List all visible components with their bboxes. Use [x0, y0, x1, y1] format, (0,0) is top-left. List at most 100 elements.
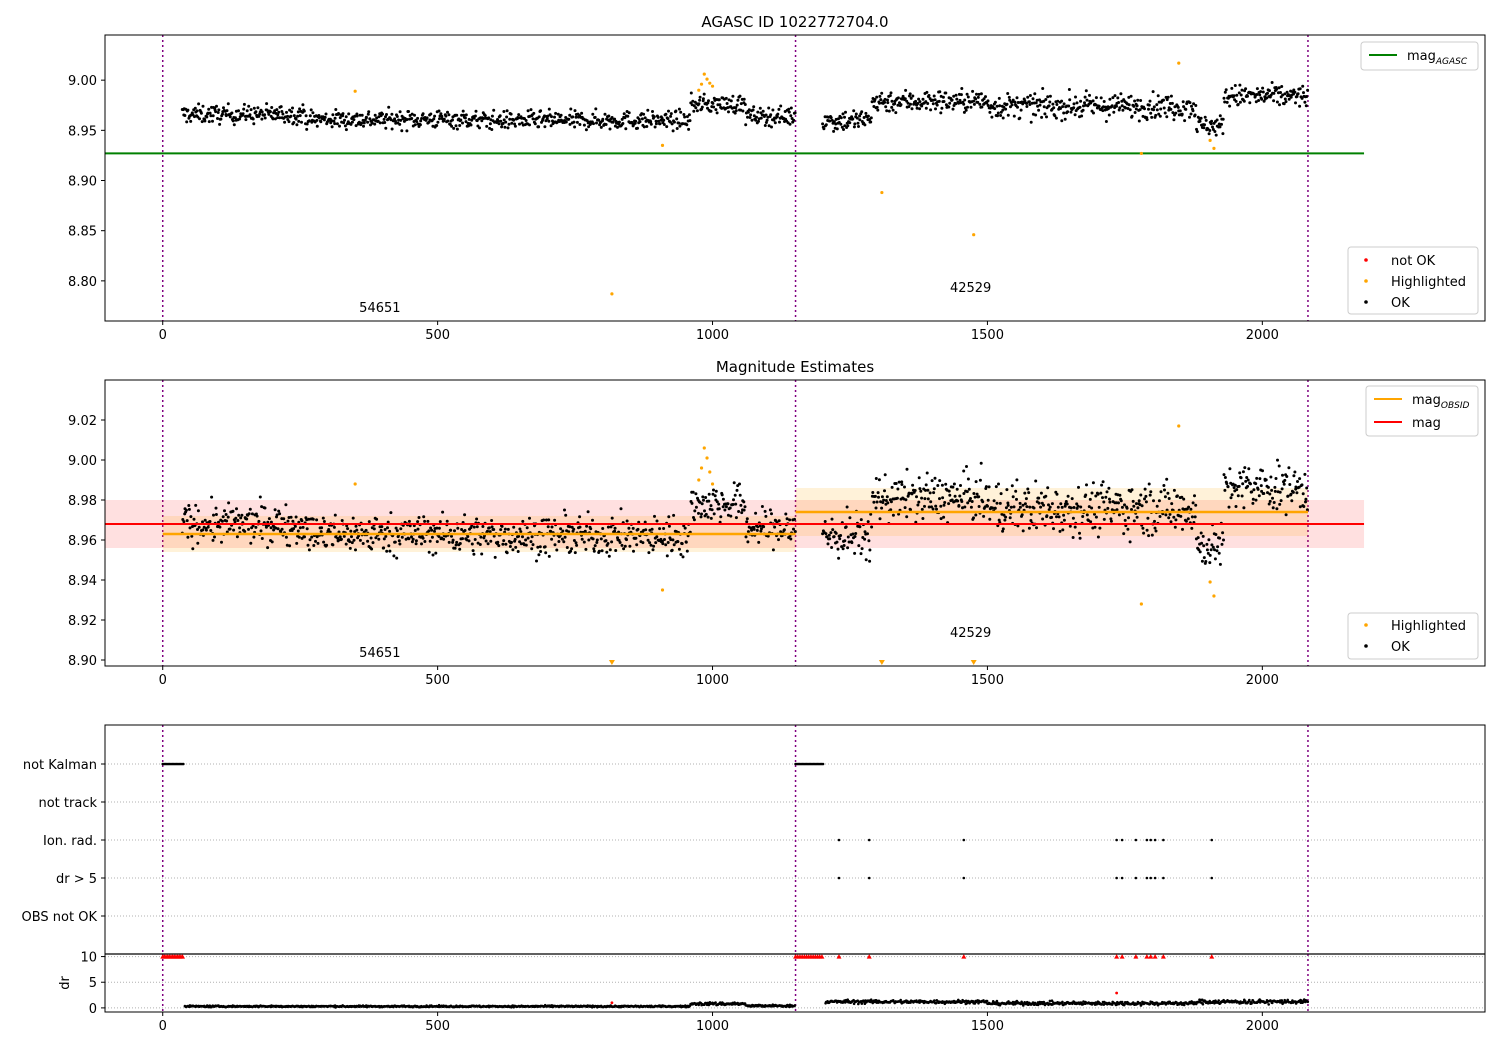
top-ok-point	[915, 106, 919, 110]
mid-ok-point	[511, 548, 515, 552]
mid-ok-point	[370, 547, 374, 551]
top-ok-point	[651, 110, 654, 113]
top-ok-point	[1285, 90, 1289, 94]
mid-ok-point	[920, 507, 924, 511]
top-ok-point	[398, 110, 402, 114]
top-ok-point	[1063, 117, 1067, 121]
mid-ok-point	[434, 551, 438, 555]
mid-ok-point	[1066, 494, 1070, 498]
top-ok-point	[601, 117, 605, 121]
top-ok-point	[496, 119, 500, 123]
mid-ok-point	[939, 504, 943, 508]
mid-ok-point	[958, 494, 962, 498]
top-ok-point	[607, 114, 611, 118]
top-ok-point	[918, 107, 922, 111]
dr-ok-point	[1122, 1003, 1126, 1007]
mid-ok-point	[414, 539, 418, 543]
mid-ok-point	[351, 516, 355, 520]
top-ok-point	[413, 123, 417, 127]
mid-ok-point	[1091, 481, 1095, 485]
mid-ok-point	[460, 528, 464, 531]
top-ok-point	[286, 114, 290, 118]
mid-ok-point	[1096, 492, 1100, 496]
mid-ok-point	[482, 536, 486, 540]
mid-ok-point	[521, 519, 525, 523]
top-ok-point	[298, 107, 302, 111]
mid-ok-point	[1241, 470, 1245, 474]
mid-ok-point	[609, 525, 613, 529]
mid-ok-point	[732, 498, 735, 502]
mid-ok-point	[1065, 502, 1069, 506]
mid-ok-point	[316, 541, 320, 545]
top-ok-point	[373, 113, 377, 117]
mid-ok-point	[1001, 527, 1005, 531]
top-ok-point	[1176, 105, 1180, 109]
top-ok-point	[744, 123, 748, 127]
top-ok-point	[1222, 96, 1226, 100]
top-ok-point	[748, 116, 752, 119]
top-ok-point	[698, 98, 702, 102]
mid-ok-point	[704, 496, 708, 499]
mid-ok-point	[472, 552, 476, 556]
top-ok-point	[415, 120, 419, 123]
top-ok-point	[879, 98, 883, 102]
mid-ok-point	[361, 542, 365, 545]
mid-ok-point	[1094, 494, 1098, 498]
top-ok-point	[332, 119, 336, 123]
mid-ok-point	[734, 502, 738, 506]
top-ok-point	[292, 121, 296, 124]
mid-ok-point	[662, 527, 666, 530]
mid-ok-point	[1220, 542, 1224, 546]
mid-ok-point	[1018, 501, 1022, 505]
top-ok-point	[876, 108, 880, 112]
mid-ok-point	[1059, 502, 1063, 506]
top-ok-point	[503, 125, 507, 129]
top-ok-point	[1033, 92, 1037, 96]
top-ok-point	[1188, 115, 1191, 119]
mid-ok-point	[1244, 479, 1248, 483]
mid-ok-point	[864, 558, 868, 562]
mid-ok-point	[1175, 494, 1179, 498]
mid-ok-point	[423, 519, 427, 523]
top-ok-point	[203, 119, 207, 123]
top-ok-point	[755, 115, 758, 119]
top-ok-point	[1062, 111, 1066, 115]
mid-ok-point	[651, 548, 655, 552]
mid-ok-point	[1227, 505, 1231, 509]
mid-ok-point	[1061, 528, 1065, 532]
mid-ok-point	[1078, 536, 1082, 540]
mid-ok-point	[1273, 489, 1277, 493]
mid-ok-point	[476, 541, 480, 545]
mid-ok-point	[836, 547, 840, 551]
top-ok-point	[729, 99, 733, 103]
top-ok-point	[568, 113, 572, 117]
top-ok-point	[965, 92, 969, 96]
top-ok-point	[516, 116, 520, 119]
top-ok-point	[499, 119, 503, 123]
mid-ok-point	[885, 495, 889, 499]
top-ok-point	[247, 104, 251, 108]
top-ok-point	[1198, 119, 1202, 123]
mid-ok-point	[771, 548, 775, 552]
mid-ok-point	[1246, 484, 1250, 488]
mid-ok-point	[1222, 538, 1225, 542]
top-ok-point	[1242, 99, 1246, 103]
top-ok-point	[405, 118, 409, 121]
mid-ok-point	[398, 542, 402, 546]
mid-ok-point	[531, 543, 535, 547]
top-ok-point	[1195, 130, 1199, 134]
top-ok-point	[944, 91, 948, 95]
top-ok-point	[893, 102, 897, 106]
mid-ok-point	[1251, 497, 1255, 501]
mid-ok-point	[1011, 495, 1015, 499]
top-ok-point	[1199, 116, 1203, 120]
mid-ok-point	[1068, 524, 1072, 528]
top-ok-point	[989, 106, 992, 110]
mid-ok-point	[760, 527, 763, 531]
top-ok-point	[1296, 92, 1300, 96]
mid-ok-point	[1099, 491, 1103, 495]
mid-ok-point	[746, 530, 750, 534]
mid-ok-point	[573, 551, 577, 555]
mid-ok-point	[593, 544, 597, 548]
top-ok-point	[568, 122, 572, 126]
